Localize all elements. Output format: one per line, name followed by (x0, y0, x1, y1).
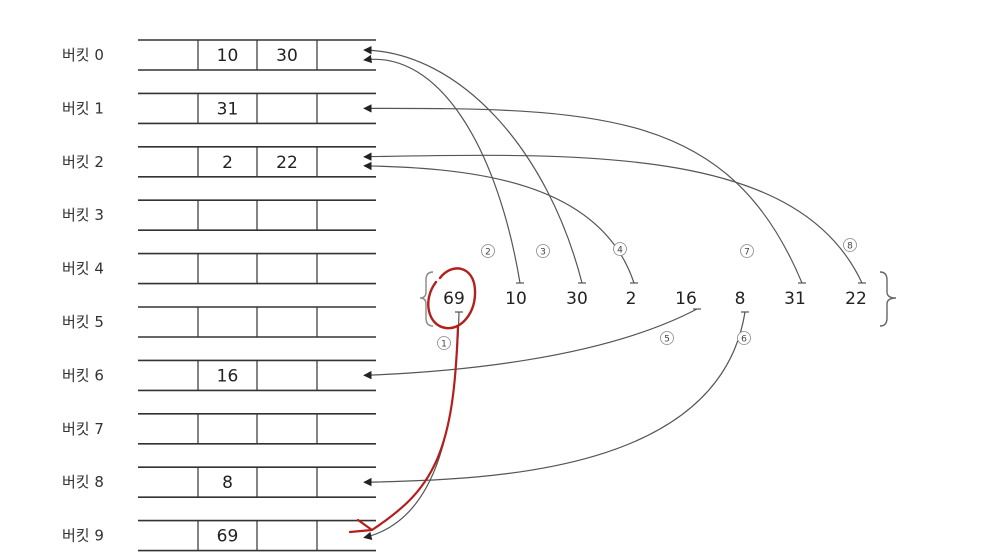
handwritten-annotation (348, 267, 477, 534)
sequence-value: 8 (735, 289, 746, 309)
step-number-circle (843, 238, 857, 252)
step-number-circle (481, 244, 495, 258)
distribution-arrow (363, 161, 635, 284)
bucket-row: 버킷 3 (62, 199, 376, 231)
red-circle-mark (427, 267, 477, 330)
bucket-row: 버킷 5 (62, 306, 376, 338)
step-number-circle (613, 242, 627, 256)
bucket-row: 버킷 8 8 (62, 466, 376, 499)
bucket-cell-value: 2 (222, 153, 233, 173)
bucket-label: 버킷 7 (62, 420, 104, 438)
distribution-arrow (363, 54, 521, 284)
step-number: 5 (664, 335, 670, 345)
distribution-arrow (363, 45, 583, 284)
step-number: 3 (540, 248, 546, 258)
sequence-value: 16 (675, 289, 697, 309)
sequence-value: 30 (566, 289, 588, 309)
sequence-left-brace (419, 271, 434, 327)
sequence-value: 31 (784, 289, 806, 309)
step-number: 2 (485, 248, 491, 258)
distribution-arrow (363, 311, 746, 487)
bucket-row: 버킷 0 10 30 (62, 39, 376, 71)
distribution-arrows: 1 2 3 4 5 6 7 8 (363, 45, 866, 540)
sequence-value: 22 (845, 289, 867, 309)
bucket-label: 버킷 8 (62, 473, 104, 491)
step-number: 6 (741, 335, 747, 345)
bucket-row: 버킷 4 (62, 252, 376, 285)
step-number-circle (536, 244, 550, 258)
step-number: 1 (441, 340, 447, 350)
bucket-cell-value: 69 (217, 527, 239, 547)
bucket-label: 버킷 0 (62, 46, 104, 64)
distribution-arrow (363, 152, 863, 284)
step-number-circle (437, 336, 451, 350)
distribution-arrow (363, 308, 698, 380)
bucket-cell-value: 22 (276, 153, 298, 173)
bucket-row: 버킷 7 (62, 412, 376, 445)
bucket-cell-value: 31 (217, 99, 239, 119)
step-number: 8 (847, 242, 853, 252)
bucket-label: 버킷 3 (62, 206, 104, 224)
sequence-value: 10 (505, 289, 527, 309)
step-number-circle (740, 244, 754, 258)
step-number: 7 (744, 248, 750, 258)
sequence-value: 69 (443, 289, 465, 309)
sequence-right-brace (879, 271, 897, 327)
input-sequence: 69 10 30 2 16 8 31 22 (419, 271, 897, 327)
bucket-row: 버킷 1 31 (62, 92, 376, 125)
step-number-circle (660, 331, 674, 345)
bucket-cell-value: 8 (222, 473, 233, 493)
step-number: 4 (617, 246, 623, 256)
bucket-cell-value: 16 (217, 366, 239, 386)
step-number-circle (737, 331, 751, 345)
bucket-label: 버킷 6 (62, 366, 104, 384)
bucket-label: 버킷 1 (62, 99, 104, 117)
sequence-value: 2 (626, 289, 637, 309)
bucket-label: 버킷 2 (62, 153, 104, 171)
distribution-arrow (363, 104, 803, 284)
bucket-row: 버킷 9 69 (62, 519, 376, 552)
bucket-row: 버킷 2 2 22 (62, 146, 376, 178)
bucket-row: 버킷 6 16 (62, 359, 376, 392)
bucket-label: 버킷 9 (62, 527, 104, 545)
bucket-label: 버킷 5 (62, 313, 104, 331)
red-arrow-mark (348, 324, 460, 534)
bucket-label: 버킷 4 (62, 260, 104, 278)
bucket-cell-value: 30 (276, 46, 298, 66)
bucket-cell-value: 10 (217, 46, 239, 66)
